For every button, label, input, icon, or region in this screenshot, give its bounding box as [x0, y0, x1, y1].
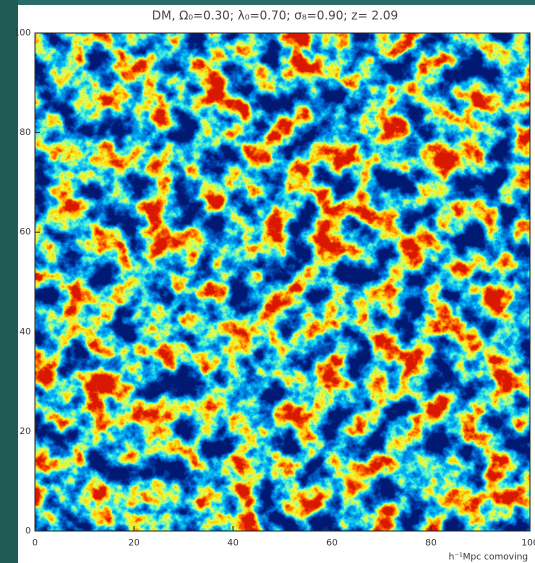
chart-title: DM, Ω₀=0.30; λ₀=0.70; σ₈=0.90; z= 2.09 [152, 9, 398, 23]
x-tick-label: 100 [521, 539, 535, 549]
x-tick-label: 60 [326, 539, 338, 549]
x-tick-label: 20 [128, 539, 140, 549]
x-axis-label: h⁻¹Mpc comoving [449, 553, 528, 563]
x-tick-label: 40 [227, 539, 239, 549]
y-tick-label: 0 [25, 527, 31, 537]
y-tick-label: 20 [20, 427, 32, 437]
x-tick-label: 0 [32, 539, 38, 549]
top-strip [18, 0, 535, 5]
y-tick-label: 40 [20, 327, 32, 337]
y-tick-label: 60 [20, 228, 32, 238]
x-tick-label: 80 [425, 539, 437, 549]
side-border [0, 0, 18, 563]
chart: DM, Ω₀=0.30; λ₀=0.70; σ₈=0.90; z= 2.09 h… [0, 0, 535, 563]
y-tick-label: 80 [20, 128, 32, 138]
y-tick-label: 100 [14, 29, 31, 39]
density-field [35, 33, 530, 531]
